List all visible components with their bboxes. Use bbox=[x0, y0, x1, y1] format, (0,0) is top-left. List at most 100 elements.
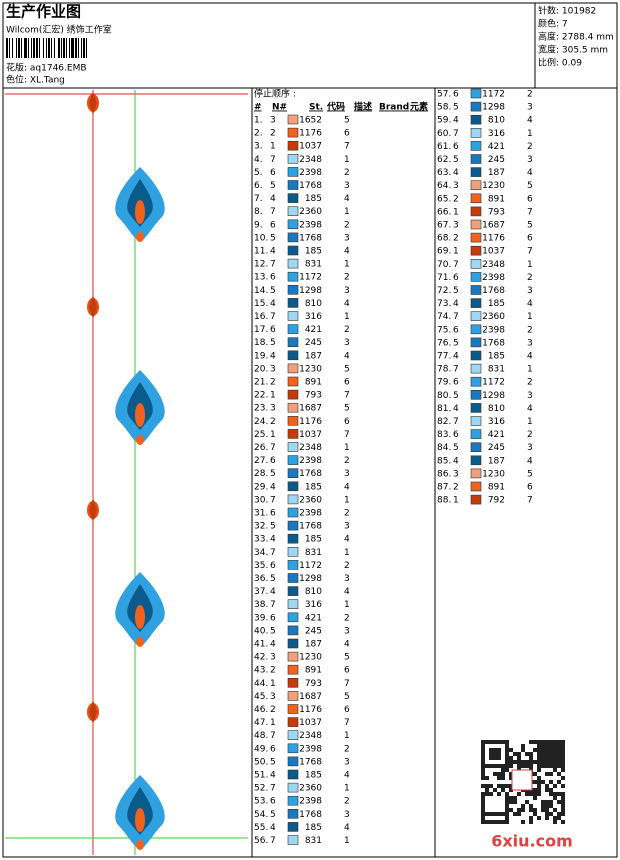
motif bbox=[135, 403, 145, 427]
qr-cell bbox=[481, 800, 485, 804]
qr-cell bbox=[481, 792, 485, 796]
row-index: 65. bbox=[437, 194, 451, 204]
color-code: 3 bbox=[344, 233, 350, 243]
qr-cell bbox=[497, 748, 501, 752]
qr-cell bbox=[481, 764, 485, 768]
row-index: 75. bbox=[437, 325, 451, 335]
qr-cell bbox=[501, 768, 505, 772]
color-swatch bbox=[287, 363, 299, 374]
color-swatch bbox=[287, 560, 299, 570]
color-swatch bbox=[470, 141, 482, 151]
qr-cell bbox=[513, 800, 517, 804]
qr-cell bbox=[557, 812, 561, 816]
qr-cell bbox=[485, 776, 489, 780]
qr-cell bbox=[553, 796, 557, 800]
column-header: # bbox=[254, 103, 262, 113]
color-swatch bbox=[287, 193, 299, 203]
qr-cell bbox=[517, 764, 521, 768]
color-swatch bbox=[287, 442, 299, 452]
qr-cell bbox=[541, 744, 545, 748]
row-index: 17. bbox=[254, 325, 268, 335]
color-swatch bbox=[470, 167, 482, 177]
color-code: 3 bbox=[344, 469, 350, 479]
color-swatch bbox=[470, 219, 482, 230]
row-index: 63. bbox=[437, 168, 451, 178]
thread-code: 810 bbox=[488, 116, 505, 126]
row-index: 69. bbox=[437, 247, 451, 257]
color-swatch bbox=[287, 520, 299, 531]
color-code: 5 bbox=[344, 692, 350, 702]
row-index: 2. bbox=[254, 129, 263, 139]
thread-code: 421 bbox=[305, 613, 322, 623]
color-swatch bbox=[470, 442, 482, 453]
color-code: 1 bbox=[344, 155, 350, 165]
color-swatch bbox=[287, 415, 299, 426]
color-swatch bbox=[470, 285, 482, 295]
qr-cell bbox=[505, 756, 509, 760]
needle: 6 bbox=[453, 325, 459, 335]
color-code: 4 bbox=[527, 116, 533, 126]
row-index: 43. bbox=[254, 666, 268, 676]
color-code: 5 bbox=[344, 404, 350, 414]
qr-cell bbox=[485, 820, 489, 824]
qr-cell bbox=[545, 808, 549, 812]
color-swatch bbox=[470, 272, 482, 282]
qr-cell bbox=[517, 752, 521, 756]
color-code: 4 bbox=[344, 194, 350, 204]
qr-cell bbox=[561, 792, 565, 796]
needle: 5 bbox=[270, 757, 276, 767]
row-index: 12. bbox=[254, 260, 268, 270]
row-index: 9. bbox=[254, 220, 263, 230]
qr-cell bbox=[525, 792, 529, 796]
row-index: 64. bbox=[437, 181, 451, 191]
color-code: 2 bbox=[527, 142, 533, 152]
thread-code: 2360 bbox=[299, 207, 322, 217]
row-index: 37. bbox=[254, 587, 268, 597]
row-index: 44. bbox=[254, 679, 268, 689]
qr-cell bbox=[497, 772, 501, 776]
color-code: 2 bbox=[344, 168, 350, 178]
thread-code: 187 bbox=[488, 456, 505, 466]
qr-cell bbox=[537, 816, 541, 820]
qr-cell bbox=[517, 792, 521, 796]
qr-cell bbox=[553, 740, 557, 744]
color-code: 5 bbox=[527, 469, 533, 479]
thread-code: 1768 bbox=[299, 522, 322, 532]
color-code: 3 bbox=[344, 574, 350, 584]
color-swatch bbox=[287, 284, 299, 295]
color-code: 2 bbox=[344, 744, 350, 754]
bar bbox=[75, 38, 77, 58]
color-swatch bbox=[287, 271, 299, 282]
bar bbox=[63, 38, 65, 58]
color-swatch bbox=[470, 389, 482, 400]
thread-code: 2360 bbox=[482, 312, 505, 322]
motif bbox=[89, 498, 97, 522]
qr-cell bbox=[481, 752, 485, 756]
color-code: 2 bbox=[527, 325, 533, 335]
qr-cell bbox=[509, 800, 513, 804]
qr-cell bbox=[501, 820, 505, 824]
qr-cell bbox=[545, 744, 549, 748]
color-swatch bbox=[287, 376, 299, 387]
qr-cell bbox=[557, 752, 561, 756]
qr-cell bbox=[561, 812, 565, 816]
row-index: 51. bbox=[254, 771, 268, 781]
qr-cell bbox=[553, 808, 557, 812]
qr-cell bbox=[493, 788, 497, 792]
color-code: 3 bbox=[344, 626, 350, 636]
qr-cell bbox=[541, 808, 545, 812]
bar bbox=[46, 38, 47, 58]
thread-code: 1176 bbox=[482, 234, 505, 244]
row-index: 5. bbox=[254, 168, 263, 178]
motif bbox=[135, 605, 145, 629]
color-code: 4 bbox=[344, 482, 350, 492]
qr-cell bbox=[549, 788, 553, 792]
row-index: 35. bbox=[254, 561, 268, 571]
qr-logo bbox=[511, 769, 533, 791]
row-index: 85. bbox=[437, 456, 451, 466]
color-swatch bbox=[287, 769, 299, 780]
color-swatch bbox=[287, 232, 299, 243]
qr-cell bbox=[553, 748, 557, 752]
color-code: 3 bbox=[527, 338, 533, 348]
qr-cell bbox=[537, 756, 541, 760]
